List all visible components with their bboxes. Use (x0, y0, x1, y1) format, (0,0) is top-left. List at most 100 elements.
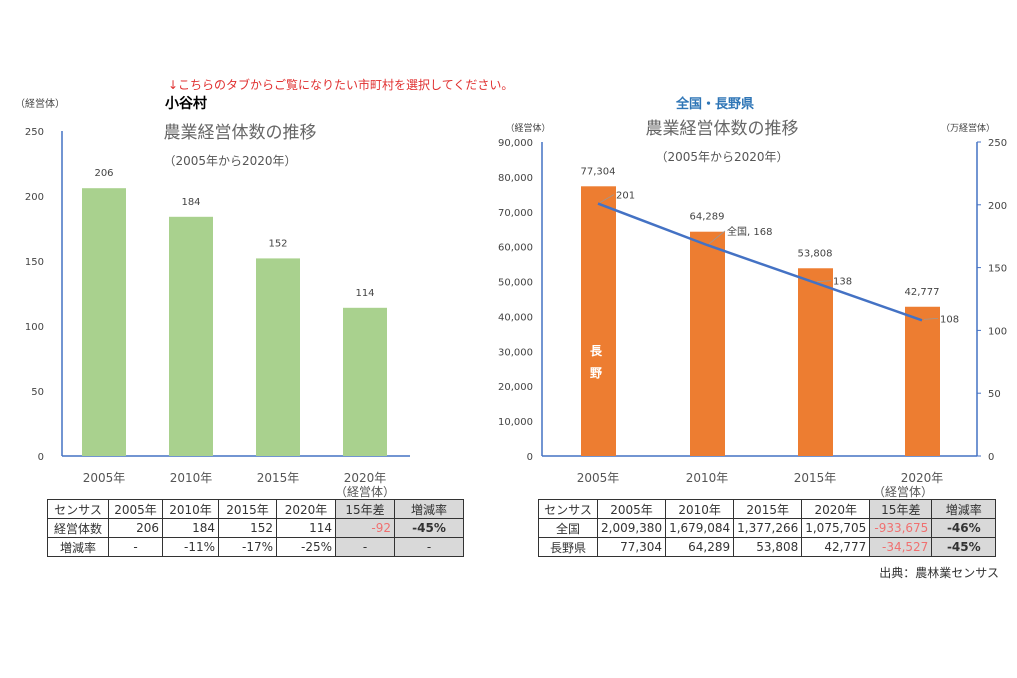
x-tick-label: 2015年 (257, 471, 300, 485)
x-unit-label: （経営体） (873, 485, 933, 499)
notice-text: ↓こちらのタブからご覧になりたい市町村を選択してください。 (168, 78, 514, 92)
bar (256, 258, 300, 456)
y2-tick-label: 50 (988, 389, 1001, 400)
chart-title: 農業経営体数の推移 (164, 123, 317, 143)
row-label: 全国 (538, 518, 598, 538)
bar (690, 231, 725, 456)
header-cell: 増減率 (931, 499, 997, 519)
y-tick-label: 70,000 (498, 208, 533, 219)
data-label: 42,777 (905, 287, 940, 298)
y-tick-label: 60,000 (498, 243, 533, 254)
header-cell: 15年差 (335, 499, 395, 519)
bar (169, 216, 213, 456)
cell: 184 (162, 518, 219, 538)
y-axis-label: （経営体） (15, 97, 65, 110)
table-row: 長野県 77,304 64,289 53,808 42,777 -34,527 … (538, 537, 997, 557)
y-tick-label: 40,000 (498, 312, 533, 323)
cell: 64,289 (665, 537, 735, 557)
y-tick-label: 0 (38, 452, 44, 463)
chart-title: 農業経営体数の推移 (646, 119, 799, 139)
cell: 1,075,705 (801, 518, 871, 538)
cell: -933,675 (869, 518, 933, 538)
cell: -17% (218, 537, 277, 557)
leader-line (816, 280, 832, 283)
data-label: 152 (268, 238, 287, 249)
cell: - (335, 537, 395, 557)
y2-tick-label: 200 (988, 201, 1007, 212)
header-cell: 2010年 (162, 499, 219, 519)
y2-axis-label: （万経営体） (941, 122, 995, 134)
row-label: 長野県 (538, 537, 598, 557)
x-tick-label: 2015年 (794, 471, 837, 485)
row-label: 経営体数 (47, 518, 109, 538)
line-data-label: 201 (616, 191, 635, 202)
y-tick-label: 10,000 (498, 417, 533, 428)
data-label: 184 (181, 197, 200, 208)
header-cell: 2005年 (108, 499, 163, 519)
series-name-label: 野 (590, 366, 602, 380)
bar (798, 268, 833, 456)
y-tick-label: 80,000 (498, 173, 533, 184)
y2-tick-label: 250 (988, 138, 1007, 149)
data-label: 64,289 (690, 212, 725, 223)
line-data-label: 108 (940, 314, 959, 325)
y-tick-label: 30,000 (498, 347, 533, 358)
header-cell: 2020年 (801, 499, 871, 519)
table-header-row: センサス 2005年 2010年 2015年 2020年 15年差 増減率 (47, 499, 464, 519)
leader-line (923, 317, 939, 320)
table-row: 全国 2,009,380 1,679,084 1,377,266 1,075,7… (538, 518, 997, 538)
chart-subtitle: （2005年から2020年） (655, 150, 788, 164)
y2-tick-label: 100 (988, 326, 1007, 337)
chart-name: 小谷村 (165, 95, 207, 112)
cell: -45% (931, 537, 997, 557)
right-table: センサス 2005年 2010年 2015年 2020年 15年差 増減率 全国… (538, 499, 997, 557)
bar (343, 307, 387, 456)
header-cell: 2015年 (218, 499, 277, 519)
chart-subtitle: （2005年から2020年） (163, 154, 296, 168)
cell: -46% (931, 518, 997, 538)
header-cell: 15年差 (869, 499, 933, 519)
y2-tick-label: 0 (988, 452, 994, 463)
bar (581, 186, 616, 457)
x-tick-label: 2005年 (577, 471, 620, 485)
cell: 152 (218, 518, 277, 538)
line-data-label: 138 (833, 277, 852, 288)
cell: - (394, 537, 464, 557)
source-note: 出典：農林業センサス (879, 566, 999, 580)
header-cell: 2020年 (276, 499, 336, 519)
cell: 53,808 (733, 537, 803, 557)
x-tick-label: 2020年 (901, 471, 944, 485)
data-label: 77,304 (581, 166, 616, 177)
cell: -92 (335, 518, 395, 538)
y-tick-label: 150 (25, 257, 44, 268)
data-label: 206 (94, 168, 113, 179)
line-series (597, 202, 923, 322)
y-tick-label: 50 (31, 387, 44, 398)
leader-line (599, 194, 615, 203)
x-tick-label: 2020年 (344, 471, 387, 485)
x-tick-label: 2005年 (83, 471, 126, 485)
cell: -11% (162, 537, 219, 557)
header-cell: センサス (538, 499, 598, 519)
data-label: 53,808 (798, 248, 833, 259)
line-data-label: 全国, 168 (727, 225, 772, 238)
y-tick-label: 90,000 (498, 138, 533, 149)
cell: 42,777 (801, 537, 871, 557)
cell: - (108, 537, 163, 557)
series-name-label: 長 (590, 343, 603, 358)
cell: 2,009,380 (596, 518, 667, 538)
chart-name: 全国・長野県 (675, 96, 754, 112)
x-unit-label: （経営体） (335, 485, 395, 499)
x-tick-label: 2010年 (686, 471, 729, 485)
cell: 114 (276, 518, 336, 538)
y2-tick-label: 150 (988, 264, 1007, 275)
bar (82, 188, 126, 456)
x-tick-label: 2010年 (170, 471, 213, 485)
y-tick-label: 0 (527, 452, 533, 463)
table-row: 経営体数 206 184 152 114 -92 -45% (47, 518, 464, 538)
y-tick-label: 100 (25, 322, 44, 333)
leader-line (708, 230, 726, 245)
cell: -34,527 (869, 537, 933, 557)
